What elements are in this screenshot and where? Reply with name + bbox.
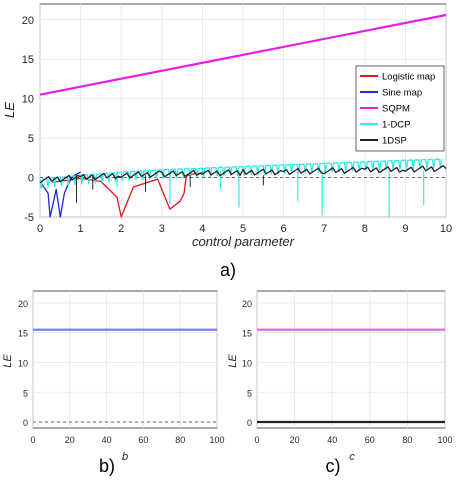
x-tick-label: 60 [365,435,375,445]
y-tick-label: 5 [23,388,28,398]
y-tick-label: 20 [242,299,252,309]
legend-entry: 1DSP [382,136,407,147]
series-line-1-dcp [39,158,443,189]
x-tick-label: 7 [321,223,327,235]
y-axis-label: LE [227,354,239,368]
y-tick-label: 0 [247,418,252,428]
x-axis-label: control parameter [192,234,295,249]
y-axis-label: LE [2,102,17,118]
x-tick-label: 1 [78,223,84,235]
x-tick-label: 40 [327,435,337,445]
panel-c: 0 20 40 60 80 100 0 5 10 15 20 LE c c) [227,290,453,476]
x-tick-label: 40 [102,435,112,445]
y-tick-label: 0 [23,418,28,428]
series-line-logistic-map [52,171,203,218]
x-tick-label: 60 [138,435,148,445]
y-tick-label: 15 [242,329,252,339]
x-tick-label: 0 [37,223,43,235]
series-line-1dsp [39,165,447,184]
x-tick-label: 4 [199,223,205,235]
y-tick-label: -5 [24,212,34,224]
plot-area [256,290,446,429]
x-tick-label: 9 [402,223,408,235]
y-tick-label: 0 [28,173,34,185]
y-tick-label: 5 [28,133,34,145]
y-tick-label: 15 [18,329,28,339]
x-tick-label: 3 [159,223,165,235]
y-tick-label: 10 [22,94,34,106]
panel-b: 0 20 40 60 80 100 0 5 10 15 20 LE b b) [2,290,225,476]
x-tick-label: 0 [30,435,35,445]
x-tick-label: 80 [175,435,185,445]
legend-entry: 1-DCP [382,120,411,131]
panel-label: c) [326,456,341,476]
legend-box [355,65,445,152]
panel-label: a) [220,260,236,280]
series-line-sqpm [39,13,447,96]
x-tick-label: 20 [65,435,75,445]
x-tick-label: 80 [402,435,412,445]
y-tick-label: 20 [22,15,34,27]
y-tick-label: 15 [22,54,34,66]
y-tick-label: 10 [18,358,28,368]
x-tick-label: 10 [440,223,452,235]
x-tick-label: 2 [118,223,124,235]
panel-label: b) [99,456,115,476]
x-axis-label: b [122,451,128,463]
x-tick-label: 8 [362,223,368,235]
x-axis-label: c [349,451,355,463]
x-tick-label: 0 [254,435,259,445]
y-tick-label: 10 [242,358,252,368]
x-tick-label: 6 [281,223,287,235]
y-tick-label: 5 [247,388,252,398]
legend-entry: Sine map [382,88,422,99]
plot-area [32,290,218,429]
y-axis-label: LE [2,354,14,368]
x-tick-label: 5 [240,223,246,235]
x-tick-label: 100 [437,435,452,445]
legend-entry: SQPM [382,104,410,115]
x-tick-label: 100 [209,435,224,445]
x-tick-label: 20 [290,435,300,445]
y-tick-label: 20 [18,299,28,309]
legend-entry: Logistic map [382,72,435,83]
